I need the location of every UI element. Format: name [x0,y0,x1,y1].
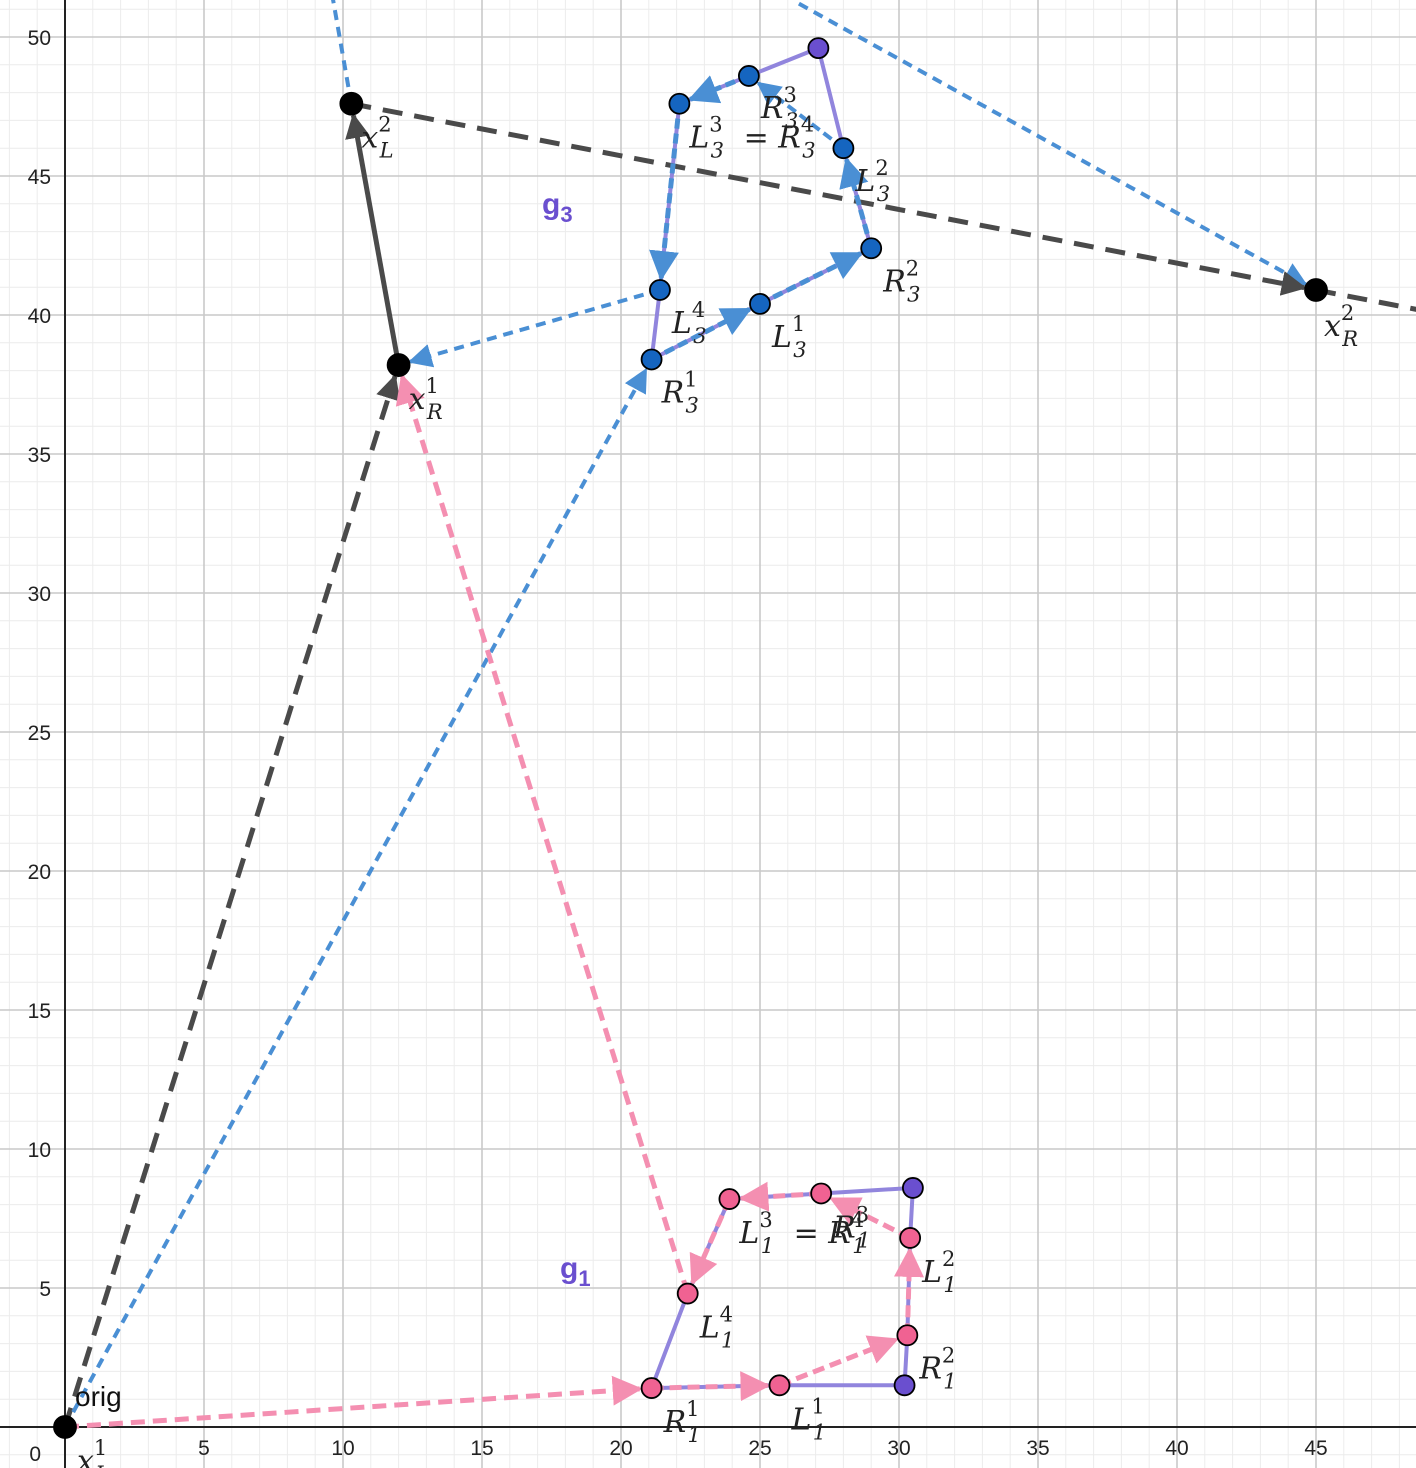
point-R33[interactable] [737,65,760,87]
y-tick-label: 40 [28,305,51,328]
dark-dashed-ray-beyond-xR2 [1315,287,1416,312]
dark-dashed-vector-xL2-to-xR2 [350,101,1307,296]
y-tick-label: 35 [28,444,51,467]
point-L32[interactable] [832,137,855,160]
pink-vector-R11-L11 [651,1371,771,1402]
blue-dashed-vector-origin-to-R31 [63,367,648,1428]
x-tick-label: 35 [1026,1437,1049,1460]
x-tick-label: 15 [470,1437,493,1460]
origin-tick-label: 0 [29,1443,41,1466]
label-L13: L3 1 = R4 1 [738,1208,865,1258]
y-tick-label: 45 [28,166,51,189]
x-tick-label: 45 [1304,1437,1327,1460]
x-tick-label: 10 [331,1437,354,1460]
x-tick-label: 5 [198,1437,210,1460]
group-label-g1: g1 [560,1252,591,1291]
point-P1b[interactable] [893,1374,916,1397]
blue-vector-R31-L31 [650,307,752,362]
point-R12[interactable] [896,1324,919,1347]
points[interactable] [53,37,1328,1439]
label-xR1: x1 R [409,374,443,424]
blue-dashed-vector-top-right [797,1,1308,286]
label-R13: R3 1 [832,1202,870,1252]
origin-label: orig [75,1381,122,1412]
label-L34: L4 3 [671,298,707,348]
point-L14[interactable] [676,1282,699,1305]
point-L34[interactable] [649,279,671,301]
group-label-g3: g3 [542,188,573,227]
x-tick-label: 40 [1165,1437,1188,1460]
point-P3[interactable] [807,37,830,60]
pink-vector-L11-R12 [778,1335,899,1388]
pink-dashed-vector-origin-to-R11 [64,1375,643,1430]
x-tick-label: 25 [748,1437,771,1460]
point-R11[interactable] [640,1377,663,1399]
label-L14: L4 1 [699,1303,735,1353]
point-L11[interactable] [768,1374,791,1397]
x-tick-label: 30 [887,1437,910,1460]
tick-labels: 5 10 15 20 25 30 35 40 45 5 10 15 20 25 30 35 40 45 50 0 [28,27,1328,1466]
label-R12: R2 1 [918,1343,956,1393]
vectors [62,0,1416,1430]
pink-vector-R12-L12 [894,1246,925,1336]
blue-vector-R32-L32 [839,156,874,249]
y-tick-label: 50 [28,27,51,50]
label-xR2: x2 R [1324,301,1358,351]
point-L12[interactable] [899,1227,922,1249]
x-tick-label: 20 [609,1437,632,1460]
blue-vector-R33-L33 [687,73,750,104]
point-L33[interactable] [668,92,691,115]
y-tick-label: 20 [28,861,51,884]
label-xL1: x1L [77,1436,109,1468]
label-R31: R1 3 [661,367,699,417]
y-tick-label: 10 [28,1139,51,1162]
point-L31[interactable] [749,292,771,315]
point-xL1[interactable] [53,1415,77,1439]
label-L33: L3 3 = R4 3 [688,113,815,163]
label-R33: R3 3 [760,83,798,133]
point-xL2[interactable] [339,91,364,116]
label-xL2: x2 L [361,113,393,163]
point-R31[interactable] [640,348,663,371]
pink-vector-R13-L13 [738,1181,822,1212]
dark-solid-vector-xR1-to-xL2 [345,113,402,366]
label-L12: L2 1 [921,1247,957,1297]
blue-dashed-ray-top-left [331,0,354,105]
y-tick-label: 25 [28,722,51,745]
pink-vector-L13-L14 [689,1198,732,1286]
y-tick-label: 5 [39,1278,51,1301]
dark-dashed-vector-origin-to-xR1 [62,374,401,1428]
point-xR1[interactable] [386,353,411,377]
label-L32: L2 3 [854,156,890,206]
pink-vector-L12-R13 [829,1196,912,1241]
pink-dashed-vector-L14-to-xR1 [395,373,691,1295]
label-R11: R1 1 [663,1397,701,1447]
y-tick-label: 30 [28,583,51,606]
blue-vector-L32-R33 [756,81,845,150]
polygon-g1 [649,1185,916,1391]
label-R32: R2 3 [882,256,920,306]
blue-dashed-vector-L34-to-xR1 [407,288,661,368]
blue-vector-L31-R32 [758,251,864,307]
point-xR2[interactable] [1304,278,1328,302]
label-L31: L1 3 [771,312,807,362]
label-L11: L1 1 [790,1394,826,1444]
y-tick-label: 15 [28,1000,51,1023]
point-P1a[interactable] [902,1177,924,1199]
point-L13[interactable] [718,1188,741,1210]
point-R32[interactable] [860,237,883,260]
point-R13[interactable] [810,1182,833,1205]
